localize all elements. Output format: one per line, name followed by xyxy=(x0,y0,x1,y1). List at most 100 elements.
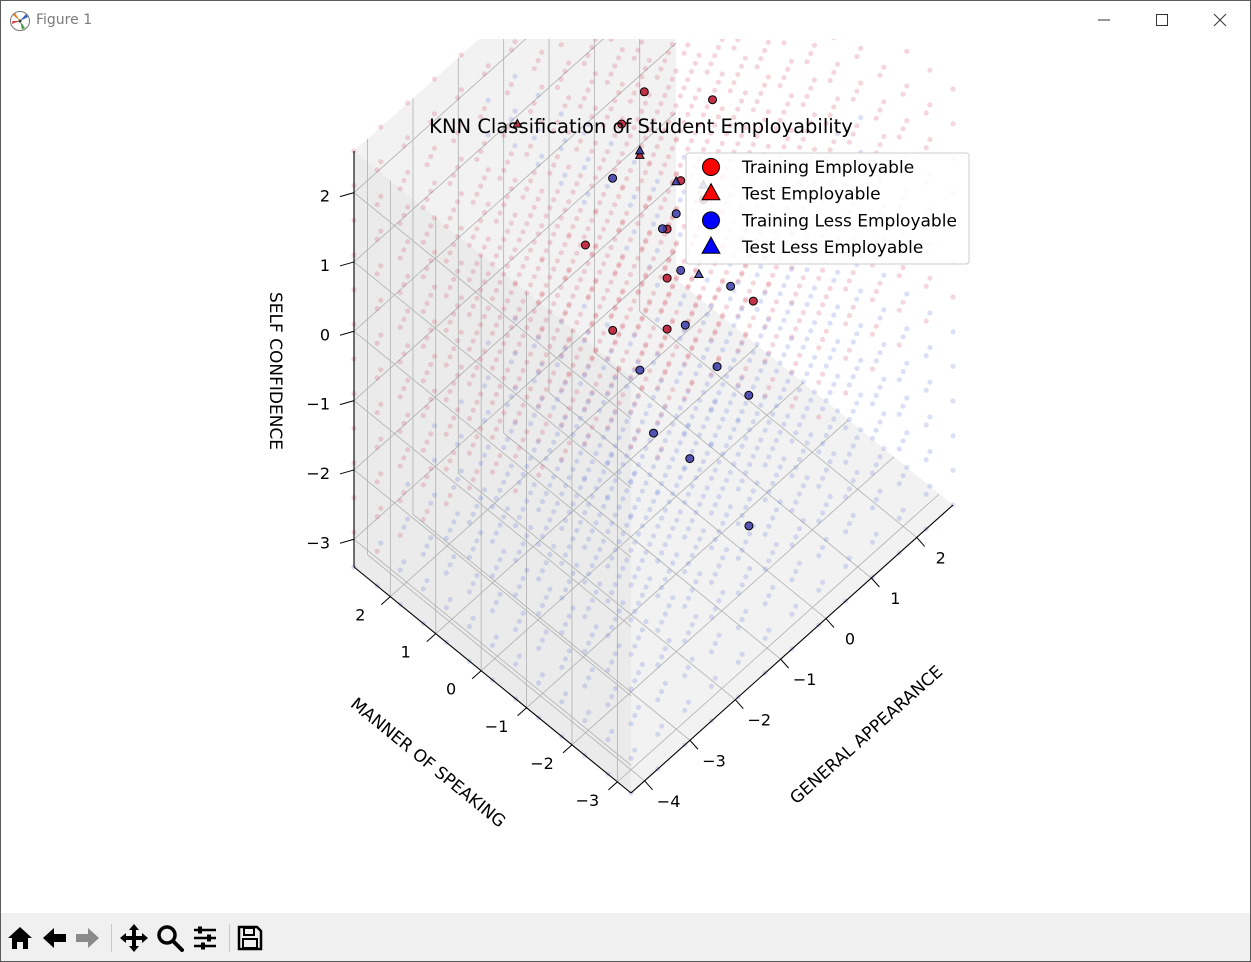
navigation-toolbar xyxy=(1,913,1250,961)
region-point xyxy=(405,273,411,279)
region-point xyxy=(589,252,595,258)
region-point xyxy=(470,581,476,587)
data-markers xyxy=(512,87,758,531)
region-point xyxy=(635,255,641,261)
region-point xyxy=(846,555,853,561)
region-point xyxy=(585,52,591,58)
region-point xyxy=(693,613,699,620)
region-point xyxy=(639,592,645,598)
region-point xyxy=(513,626,519,633)
region-point xyxy=(635,47,641,53)
z-grid-line xyxy=(353,330,632,558)
region-point xyxy=(642,239,649,245)
region-point xyxy=(869,435,876,441)
region-point xyxy=(700,285,707,291)
region-point xyxy=(628,443,634,449)
region-point xyxy=(650,360,657,366)
region-point xyxy=(843,459,849,465)
region-point xyxy=(696,87,702,93)
region-point xyxy=(781,282,787,289)
region-point xyxy=(846,347,853,353)
region-point xyxy=(820,475,826,481)
region-point xyxy=(765,317,771,323)
region-point xyxy=(531,239,537,245)
region-point xyxy=(747,357,753,364)
zoom-button[interactable] xyxy=(153,921,187,955)
region-point xyxy=(458,121,464,127)
region-point xyxy=(835,338,841,345)
region-point xyxy=(504,298,511,304)
region-point xyxy=(762,393,768,399)
region-point xyxy=(869,297,876,303)
region-point xyxy=(601,122,607,128)
region-point xyxy=(646,231,652,237)
region-point xyxy=(458,52,464,58)
region-point xyxy=(662,542,668,548)
minimize-button[interactable] xyxy=(1081,5,1127,35)
region-point xyxy=(543,352,549,358)
region-point xyxy=(616,331,622,337)
region-point xyxy=(493,218,499,224)
region-point xyxy=(466,242,472,248)
region-point xyxy=(497,383,503,389)
region-point xyxy=(589,597,595,603)
region-point xyxy=(762,497,768,503)
region-point xyxy=(873,358,879,364)
region-point xyxy=(620,600,626,606)
x-grid-line xyxy=(548,392,827,619)
region-point xyxy=(670,421,676,427)
region-point xyxy=(831,347,837,353)
region-point xyxy=(466,589,472,595)
region-point xyxy=(431,111,438,117)
region-point xyxy=(808,85,814,91)
region-point xyxy=(581,164,587,171)
region-point xyxy=(585,122,591,128)
region-point xyxy=(873,462,879,468)
region-point xyxy=(904,464,910,470)
region-point xyxy=(601,399,607,406)
region-point xyxy=(670,248,676,254)
region-point xyxy=(877,315,883,321)
region-point xyxy=(677,370,683,376)
close-button[interactable] xyxy=(1197,5,1243,35)
figure-canvas[interactable]: −4 −3 −2 −1 0 1 2 −3 −2 −1 0 1 2 −3 −2 −1 0 1 2 KNN Classi… xyxy=(1,39,1250,913)
configure-button[interactable] xyxy=(188,921,222,955)
save-button[interactable] xyxy=(233,921,267,955)
home-button[interactable] xyxy=(3,921,37,955)
region-point xyxy=(547,274,553,280)
pan-button[interactable] xyxy=(117,921,151,955)
region-point xyxy=(531,204,537,210)
region-point xyxy=(715,322,722,328)
region-point xyxy=(704,69,710,75)
region-point xyxy=(723,477,730,483)
region-point xyxy=(566,232,572,238)
region-point xyxy=(927,102,933,108)
region-point xyxy=(796,560,803,566)
region-point xyxy=(766,384,772,391)
region-point xyxy=(647,160,653,166)
region-point xyxy=(731,461,737,467)
region-point xyxy=(524,151,530,157)
region-point xyxy=(631,90,637,96)
region-point xyxy=(558,319,564,325)
y-axis-line xyxy=(353,566,632,794)
close-icon xyxy=(1213,13,1227,27)
region-point xyxy=(562,207,568,213)
region-point xyxy=(405,204,411,210)
region-point xyxy=(428,500,434,506)
maximize-button[interactable] xyxy=(1139,5,1185,35)
region-point xyxy=(804,301,810,307)
region-point xyxy=(827,320,833,326)
region-point xyxy=(835,408,841,414)
forward-button[interactable] xyxy=(71,921,105,955)
region-point xyxy=(589,79,595,85)
region-point xyxy=(631,159,637,165)
region-point xyxy=(716,286,722,292)
region-point xyxy=(708,130,714,136)
region-point xyxy=(700,354,707,361)
region-point xyxy=(766,488,772,495)
region-point xyxy=(632,504,638,511)
back-button[interactable] xyxy=(37,921,71,955)
region-point xyxy=(447,492,453,499)
